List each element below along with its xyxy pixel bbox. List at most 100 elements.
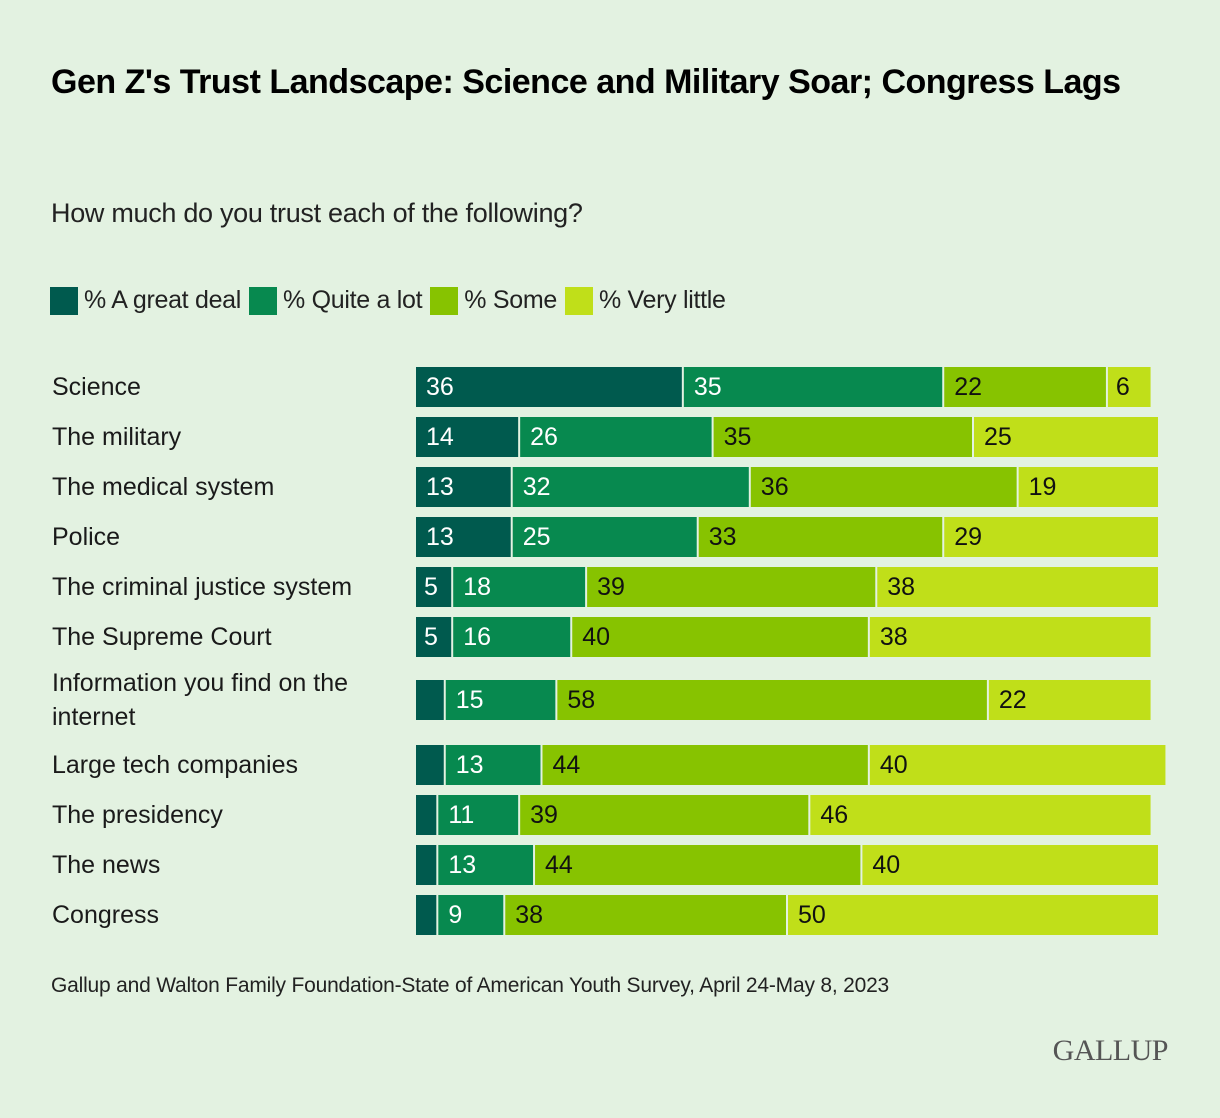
- bar-segment-a-great-deal: [416, 795, 437, 835]
- data-label: 22: [954, 373, 982, 401]
- bar-segment-some: [557, 680, 987, 720]
- data-label: 32: [523, 473, 551, 501]
- legend: % A great deal % Quite a lot % Some % Ve…: [50, 286, 734, 315]
- bar-segment-some: [713, 417, 972, 457]
- data-label: 50: [798, 901, 826, 929]
- data-label: 5: [424, 573, 438, 601]
- data-label: 25: [984, 423, 1012, 451]
- data-label: 6: [1116, 373, 1130, 401]
- bar-segment-very-little: [1107, 367, 1151, 407]
- category-label: Police: [52, 523, 120, 551]
- data-label: 16: [463, 623, 491, 651]
- data-label: 29: [954, 523, 982, 551]
- bar-segment-some: [587, 567, 876, 607]
- legend-label-very-little: % Very little: [598, 286, 726, 314]
- category-label: The presidency: [52, 801, 223, 829]
- stacked-bar-chart: Science 36 35 22 6 The military 14 26 35 25 The me…: [52, 367, 1166, 935]
- bar-row-congress: Congress 9 38 50: [52, 895, 1158, 935]
- bar-segment-a-great-deal: [416, 617, 452, 657]
- bar-segment-quite-a-lot: [512, 467, 749, 507]
- bar-segment-quite-a-lot: [445, 680, 556, 720]
- legend-label-some: % Some: [464, 286, 557, 314]
- data-label: 35: [694, 373, 722, 401]
- legend-item-quite-a-lot: % Quite a lot: [249, 286, 423, 315]
- data-label: 38: [887, 573, 915, 601]
- legend-label-quite-a-lot: % Quite a lot: [283, 286, 423, 314]
- bar-row-science: Science 36 35 22 6: [52, 367, 1151, 407]
- bar-row-police: Police 13 25 33 29: [52, 517, 1158, 557]
- bar-segment-very-little: [810, 795, 1151, 835]
- data-label: 26: [530, 423, 558, 451]
- legend-item-very-little: % Very little: [564, 286, 726, 315]
- bar-segment-a-great-deal: [416, 417, 519, 457]
- bar-segment-very-little: [869, 617, 1151, 657]
- chart-subtitle: How much do you trust each of the follow…: [51, 198, 583, 228]
- category-label: Information you find on the internet: [52, 669, 348, 731]
- data-label: 9: [448, 901, 462, 929]
- bar-segment-quite-a-lot: [438, 895, 504, 935]
- chart-title: Gen Z's Trust Landscape: Science and Mil…: [51, 63, 1121, 101]
- bar-segment-very-little: [988, 680, 1151, 720]
- category-label: Large tech companies: [52, 751, 298, 779]
- data-label: 13: [456, 751, 484, 779]
- bar-row-the-supreme-court: The Supreme Court 5 16 40 38: [52, 617, 1151, 657]
- bar-segment-some: [535, 845, 861, 885]
- data-label: 5: [424, 623, 438, 651]
- data-label: 25: [523, 523, 551, 551]
- source-note: Gallup and Walton Family Foundation-Stat…: [51, 974, 890, 997]
- bar-segment-very-little: [788, 895, 1158, 935]
- bar-segment-very-little: [877, 567, 1158, 607]
- bar-segment-very-little: [862, 845, 1158, 885]
- bar-segment-some: [698, 517, 943, 557]
- bar-segment-quite-a-lot: [683, 367, 943, 407]
- bar-segment-a-great-deal: [416, 745, 444, 785]
- category-label: Congress: [52, 901, 159, 929]
- data-label: 40: [582, 623, 610, 651]
- bar-row-the-criminal-justice-system: The criminal justice system 5 18 39 38: [52, 567, 1158, 607]
- bar-segment-quite-a-lot: [453, 617, 571, 657]
- category-label: The criminal justice system: [52, 573, 352, 601]
- legend-item-great-deal: % A great deal: [50, 286, 241, 315]
- bar-segment-a-great-deal: [416, 467, 511, 507]
- data-label: 36: [761, 473, 789, 501]
- legend-swatch-very-little: [564, 286, 593, 315]
- data-label: 38: [515, 901, 543, 929]
- data-label: 14: [426, 423, 454, 451]
- bar-segment-quite-a-lot: [512, 517, 697, 557]
- data-label: 33: [709, 523, 737, 551]
- bar-segment-a-great-deal: [416, 367, 682, 407]
- bar-segment-quite-a-lot: [438, 795, 519, 835]
- legend-item-some: % Some: [430, 286, 557, 315]
- category-label: The news: [52, 851, 160, 879]
- bar-segment-some: [505, 895, 786, 935]
- bar-segment-a-great-deal: [416, 895, 437, 935]
- bar-segment-quite-a-lot: [438, 845, 534, 885]
- bar-segment-some: [520, 795, 809, 835]
- data-label: 40: [880, 751, 908, 779]
- data-label: 13: [426, 523, 454, 551]
- bar-segment-very-little: [1018, 467, 1158, 507]
- bar-segment-a-great-deal: [416, 680, 444, 720]
- data-label: 46: [820, 801, 848, 829]
- category-label: Science: [52, 373, 141, 401]
- category-label: The military: [52, 423, 182, 451]
- bar-row-the-military: The military 14 26 35 25: [52, 417, 1158, 457]
- data-label: 13: [426, 473, 454, 501]
- bar-row-large-tech-companies: Large tech companies 13 44 40: [52, 745, 1166, 785]
- data-label: 44: [552, 751, 580, 779]
- bar-row-the-news: The news 13 44 40: [52, 845, 1158, 885]
- bar-row-the-medical-system: The medical system 13 32 36 19: [52, 467, 1158, 507]
- legend-swatch-great-deal: [50, 286, 78, 315]
- legend-label-great-deal: % A great deal: [84, 286, 242, 314]
- category-label: The Supreme Court: [52, 623, 272, 651]
- bar-segment-some: [750, 467, 1017, 507]
- bar-segment-quite-a-lot: [520, 417, 712, 457]
- data-label: 18: [463, 573, 491, 601]
- bar-segment-quite-a-lot: [445, 745, 541, 785]
- bar-row-the-presidency: The presidency 11 39 46: [52, 795, 1151, 835]
- data-label: 13: [448, 851, 476, 879]
- bar-segment-very-little: [944, 517, 1158, 557]
- gallup-logo: GALLUP: [1052, 1034, 1169, 1067]
- data-label: 40: [872, 851, 900, 879]
- data-label: 58: [567, 686, 595, 714]
